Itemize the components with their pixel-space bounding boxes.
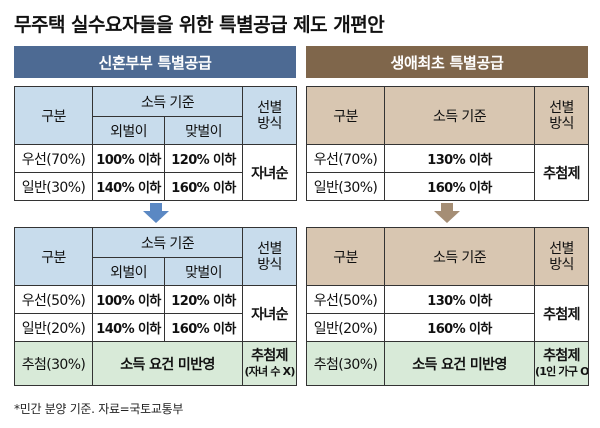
selection-method-header: 선별 방식 xyxy=(242,86,298,145)
single-income-value: 140% 이하 xyxy=(92,313,165,342)
lottery-income-value: 소득 요건 미반영 xyxy=(91,341,244,386)
row-label: 일반(30%) xyxy=(306,172,385,201)
single-income-header: 외벌이 xyxy=(92,257,165,286)
selection-method-value: 자녀순 xyxy=(242,285,298,342)
down-arrow-icon xyxy=(434,203,460,223)
dual-income-value: 120% 이하 xyxy=(163,144,244,173)
lottery-method-value: 추첨제 (자녀 수 X) xyxy=(242,341,298,386)
selection-method-header: 선별 방식 xyxy=(242,227,298,286)
row-label: 우선(70%) xyxy=(306,144,385,173)
income-criteria-header: 소득 기준 xyxy=(384,227,535,286)
lottery-income-value: 소득 요건 미반영 xyxy=(384,341,535,386)
first-home-section-header: 생애최초 특별공급 xyxy=(306,46,588,78)
dual-income-header: 맞벌이 xyxy=(163,116,244,145)
single-income-value: 100% 이하 xyxy=(92,144,165,173)
page-title: 무주택 실수요자들을 위한 특별공급 제도 개편안 xyxy=(14,14,385,36)
selection-method-value: 추첨제 xyxy=(534,285,589,342)
income-value: 130% 이하 xyxy=(384,285,535,314)
single-income-header: 외벌이 xyxy=(92,116,165,145)
dual-income-value: 160% 이하 xyxy=(163,172,244,201)
row-label: 일반(30%) xyxy=(14,172,93,201)
category-header: 구분 xyxy=(14,86,93,145)
row-label: 일반(20%) xyxy=(14,313,93,342)
first-home-revised-table: 구분 소득 기준 선별 방식 우선(50%) 130% 이하 추첨제 일반(20%… xyxy=(306,227,589,386)
category-header: 구분 xyxy=(306,86,385,145)
dual-income-value: 120% 이하 xyxy=(163,285,244,314)
row-label: 일반(20%) xyxy=(306,313,385,342)
selection-method-header: 선별 방식 xyxy=(534,227,589,286)
single-income-value: 140% 이하 xyxy=(92,172,165,201)
newlywed-current-table: 구분 소득 기준 선별 방식 외벌이 맞벌이 우선(70%) 100% 이하 12… xyxy=(14,86,298,201)
lottery-row-label: 추첨(30%) xyxy=(14,341,93,386)
row-label: 우선(50%) xyxy=(306,285,385,314)
newlywed-revised-table: 구분 소득 기준 선별 방식 외벌이 맞벌이 우선(50%) 100% 이하 12… xyxy=(14,227,298,386)
category-header: 구분 xyxy=(306,227,385,286)
income-criteria-header: 소득 기준 xyxy=(91,86,244,117)
income-value: 160% 이하 xyxy=(384,313,535,342)
lottery-row-label: 추첨(30%) xyxy=(306,341,385,386)
single-income-value: 100% 이하 xyxy=(92,285,165,314)
income-criteria-header: 소득 기준 xyxy=(384,86,535,145)
income-value: 130% 이하 xyxy=(384,144,535,173)
first-home-current-table: 구분 소득 기준 선별 방식 우선(70%) 130% 이하 추첨제 일반(30%… xyxy=(306,86,589,201)
dual-income-value: 160% 이하 xyxy=(163,313,244,342)
down-arrow-icon xyxy=(143,203,169,223)
income-criteria-header: 소득 기준 xyxy=(91,227,244,258)
dual-income-header: 맞벌이 xyxy=(163,257,244,286)
income-value: 160% 이하 xyxy=(384,172,535,201)
selection-method-header: 선별 방식 xyxy=(534,86,589,145)
lottery-method-value: 추첨제 (1인 가구 O) xyxy=(534,341,589,386)
source-footnote: *민간 분양 기준. 자료=국토교통부 xyxy=(14,402,184,416)
selection-method-value: 추첨제 xyxy=(534,144,589,201)
newlywed-section-header: 신혼부부 특별공급 xyxy=(14,46,296,78)
selection-method-value: 자녀순 xyxy=(242,144,298,201)
category-header: 구분 xyxy=(14,227,93,286)
row-label: 우선(50%) xyxy=(14,285,93,314)
row-label: 우선(70%) xyxy=(14,144,93,173)
